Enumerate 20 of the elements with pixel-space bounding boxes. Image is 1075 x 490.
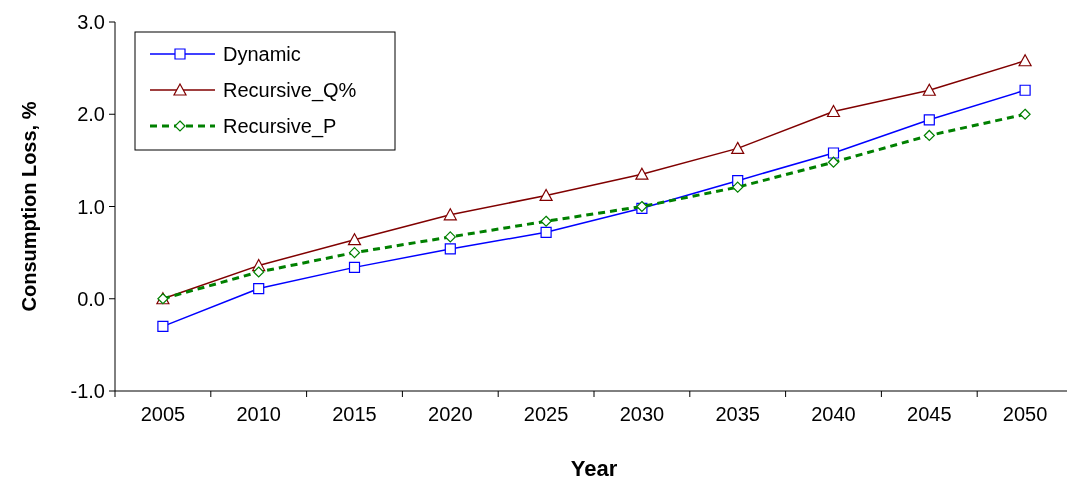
x-tick-label: 2050 [1002,403,1048,425]
y-tick-label: 3.0 [77,11,105,33]
legend-label: Recursive_Q% [223,79,357,102]
x-tick-label: 2035 [715,403,760,425]
x-tick-label: 2020 [428,403,473,425]
y-axis-title: Consumption Loss, % [18,101,40,312]
y-tick-label: 0.0 [77,287,105,310]
x-tick-label: 2040 [811,403,856,425]
y-tick-label: 2.0 [77,103,105,126]
legend-label: Dynamic [223,43,301,65]
y-tick-label: -1.0 [70,380,105,402]
x-axis-title: Year [570,456,618,481]
x-tick-label: 2005 [140,403,186,425]
legend-label: Recursive_P [223,115,337,138]
x-tick-label: 2025 [523,403,569,425]
y-tick-label: 1.0 [77,195,105,218]
x-tick-label: 2010 [236,403,281,425]
x-tick-label: 2030 [619,403,665,425]
x-tick-label: 2045 [907,403,952,425]
x-tick-label: 2015 [332,403,377,425]
